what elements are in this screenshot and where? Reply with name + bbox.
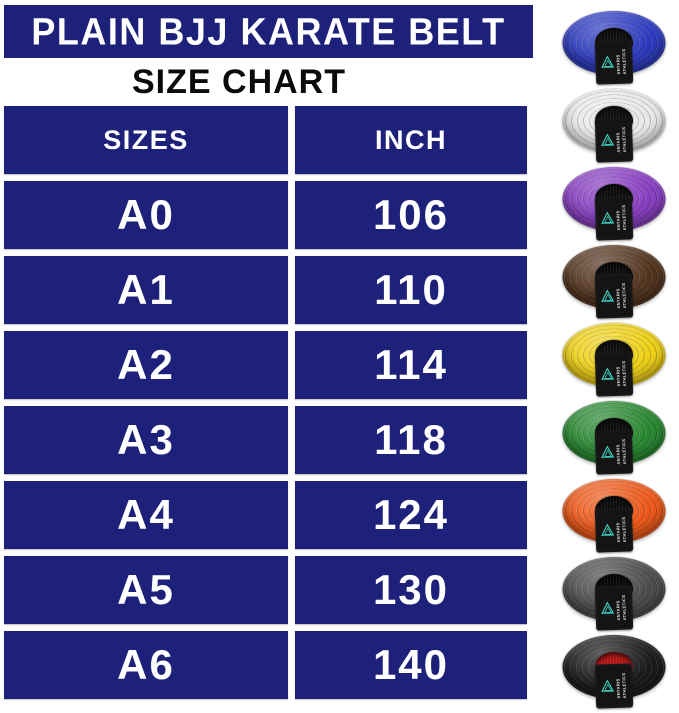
size-chart-table: SIZES INCH A0 106 A1 110 A2 114 A3 118 A4 124 A5 130 A… <box>4 106 527 699</box>
brand-name: ANTARIS ATHLETICS <box>615 282 627 309</box>
page-title: PLAIN BJJ KARATE BELT <box>31 9 506 53</box>
brand-name-line2: ATHLETICS <box>620 48 627 75</box>
brand-name: ANTARIS ATHLETICS <box>615 516 627 543</box>
inch-cell: 130 <box>295 556 527 624</box>
brand-name-line2: ATHLETICS <box>620 594 627 621</box>
brand-tag: ANTARIS ATHLETICS <box>594 585 633 631</box>
brand-tag: ANTARIS ATHLETICS <box>594 663 633 709</box>
brand-name: ANTARIS ATHLETICS <box>615 438 627 465</box>
blue-belt: ANTARIS ATHLETICS <box>550 7 677 85</box>
inch-cell: 118 <box>295 406 527 474</box>
green-belt: ANTARIS ATHLETICS <box>550 397 677 475</box>
triangle-logo-icon <box>600 679 614 692</box>
brand-name: ANTARIS ATHLETICS <box>615 594 627 621</box>
brand-name: ANTARIS ATHLETICS <box>615 126 627 153</box>
brand-name: ANTARIS ATHLETICS <box>615 672 627 699</box>
brand-tag: ANTARIS ATHLETICS <box>594 351 633 397</box>
brand-name: ANTARIS ATHLETICS <box>615 48 627 75</box>
triangle-logo-icon <box>600 523 614 536</box>
brown-belt: ANTARIS ATHLETICS <box>550 241 677 319</box>
size-cell: A2 <box>4 331 288 399</box>
brand-name: ANTARIS ATHLETICS <box>615 204 627 231</box>
inch-cell: 110 <box>295 256 527 324</box>
triangle-logo-icon <box>600 211 614 224</box>
triangle-logo-icon <box>600 289 614 302</box>
brand-name-line2: ATHLETICS <box>620 126 627 153</box>
brand-name-line2: ATHLETICS <box>620 360 627 387</box>
brand-tag: ANTARIS ATHLETICS <box>594 117 633 163</box>
brand-tag: ANTARIS ATHLETICS <box>594 507 633 553</box>
size-cell: A0 <box>4 181 288 249</box>
inch-cell: 124 <box>295 481 527 549</box>
brand-tag: ANTARIS ATHLETICS <box>594 39 633 85</box>
belt-stack: ANTARIS ATHLETICS ANTARIS ATHLETICS <box>550 7 677 709</box>
title-banner: PLAIN BJJ KARATE BELT <box>4 5 533 58</box>
brand-name-line2: ATHLETICS <box>620 204 627 231</box>
brand-name: ANTARIS ATHLETICS <box>615 360 627 387</box>
triangle-logo-icon <box>600 55 614 68</box>
size-cell: A4 <box>4 481 288 549</box>
triangle-logo-icon <box>600 601 614 614</box>
brand-name-line2: ATHLETICS <box>620 672 627 699</box>
brand-tag: ANTARIS ATHLETICS <box>594 195 633 241</box>
size-cell: A5 <box>4 556 288 624</box>
inch-cell: 106 <box>295 181 527 249</box>
size-cell: A1 <box>4 256 288 324</box>
inch-cell: 140 <box>295 631 527 699</box>
white-belt: ANTARIS ATHLETICS <box>550 85 677 163</box>
brand-name-line2: ATHLETICS <box>620 282 627 309</box>
black-belt: ANTARIS ATHLETICS <box>550 631 677 709</box>
orange-belt: ANTARIS ATHLETICS <box>550 475 677 553</box>
triangle-logo-icon <box>600 367 614 380</box>
size-cell: A6 <box>4 631 288 699</box>
inch-cell: 114 <box>295 331 527 399</box>
brand-tag: ANTARIS ATHLETICS <box>594 429 633 475</box>
triangle-logo-icon <box>600 445 614 458</box>
brand-name-line2: ATHLETICS <box>620 438 627 465</box>
column-header: SIZES <box>4 106 288 174</box>
brand-tag: ANTARIS ATHLETICS <box>594 273 633 319</box>
triangle-logo-icon <box>600 133 614 146</box>
size-chart-subtitle: SIZE CHART <box>132 62 346 101</box>
column-header: INCH <box>295 106 527 174</box>
yellow-belt: ANTARIS ATHLETICS <box>550 319 677 397</box>
brand-name-line2: ATHLETICS <box>620 516 627 543</box>
gray-belt: ANTARIS ATHLETICS <box>550 553 677 631</box>
purple-belt: ANTARIS ATHLETICS <box>550 163 677 241</box>
size-cell: A3 <box>4 406 288 474</box>
